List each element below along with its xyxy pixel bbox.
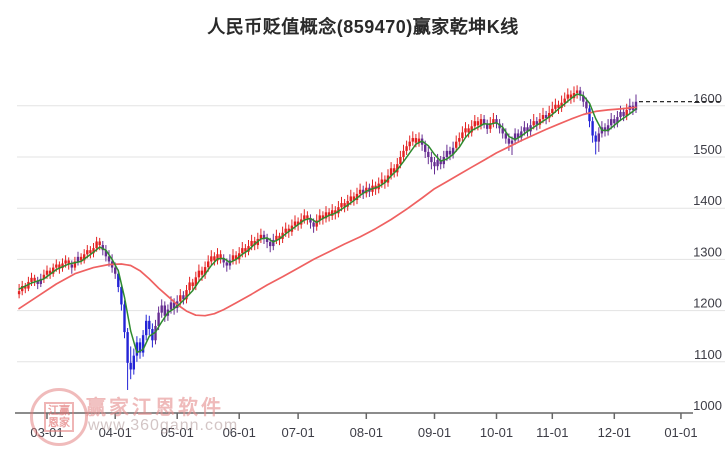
svg-text:1000: 1000	[693, 398, 722, 413]
svg-text:10-01: 10-01	[480, 425, 513, 440]
svg-text:1400: 1400	[693, 193, 722, 208]
svg-text:05-01: 05-01	[161, 425, 194, 440]
watermark-url-text: www.360gann.com	[88, 417, 239, 434]
svg-text:1500: 1500	[693, 142, 722, 157]
svg-text:12-01: 12-01	[598, 425, 631, 440]
svg-text:09-01: 09-01	[418, 425, 451, 440]
svg-text:07-01: 07-01	[281, 425, 314, 440]
svg-text:08-01: 08-01	[350, 425, 383, 440]
chart-title: 人民币贬值概念(859470)赢家乾坤K线	[207, 17, 519, 37]
svg-text:1600: 1600	[693, 91, 722, 106]
watermark-brand-text: 赢家江恩软件	[86, 397, 224, 419]
watermark-seal-logo: 江赢 恩家	[30, 388, 88, 446]
svg-text:01-01: 01-01	[664, 425, 697, 440]
svg-text:1300: 1300	[693, 244, 722, 259]
svg-text:1200: 1200	[693, 296, 722, 311]
svg-text:11-01: 11-01	[536, 425, 568, 440]
svg-text:1100: 1100	[694, 347, 722, 362]
watermark-seal-text: 江赢 恩家	[44, 402, 74, 432]
svg-text:06-01: 06-01	[223, 425, 256, 440]
svg-text:04-01: 04-01	[99, 425, 132, 440]
